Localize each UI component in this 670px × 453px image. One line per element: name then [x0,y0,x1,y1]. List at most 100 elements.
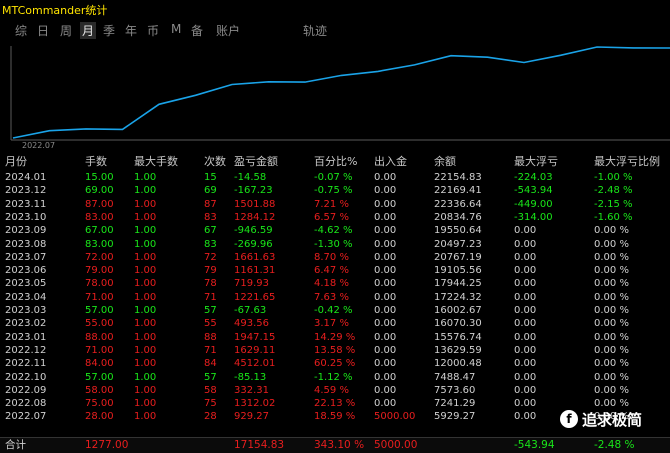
cell-lots: 15.00 [85,172,114,183]
cell-deposit: 0.00 [374,172,397,183]
tab-M[interactable]: M [171,22,182,36]
cell-balance: 5929.27 [434,411,476,423]
cell-count: 83 [204,238,217,250]
cell-deposit: 0.00 [374,291,397,303]
cell-balance: 7241.29 [434,398,476,410]
tab-周[interactable]: 周 [60,24,73,38]
total-pct: 343.10 % [314,439,365,451]
tab-年[interactable]: 年 [125,24,138,38]
cell-pct: 22.13 % [314,398,356,410]
table-row: 2023.03 57.00 1.00 57 -67.63 -0.42 % 0.00 16002… [0,304,670,317]
cell-max-dd: 0.00 [514,398,537,410]
total-deposit: 5000.00 [374,439,418,451]
cell-deposit: 0.00 [374,251,397,263]
cell-balance: 19105.56 [434,265,482,277]
cell-count: 84 [204,358,217,370]
cell-max-lots: 1.00 [134,371,157,383]
cell-max-lots: 1.00 [134,238,157,250]
header-deposit: 出入金 [374,155,407,168]
cell-max-lots: 1.00 [134,198,157,210]
cell-deposit: 0.00 [374,185,397,197]
balance-chart-svg: 2022.07 [10,46,670,150]
cell-pnl: -167.23 [234,185,273,197]
cell-deposit: 0.00 [374,198,397,210]
cell-pnl: -85.13 [234,371,267,383]
cell-deposit: 0.00 [374,398,397,410]
cell-balance: 7573.60 [434,384,476,396]
table-row: 2023.01 88.00 1.00 88 1947.15 14.29 % 0.00 1557… [0,331,670,344]
cell-max-dd: 0.00 [514,278,537,290]
cell-balance: 20834.76 [434,211,482,223]
cell-max-lots: 1.00 [134,331,157,343]
cell-balance: 15576.74 [434,331,482,343]
cell-pct: 6.57 % [314,211,349,223]
cell-month: 2023.01 [5,331,47,343]
cell-lots: 83.00 [85,238,114,250]
table-row: 2022.11 84.00 1.00 84 4512.01 60.25 % 0.00 1200… [0,357,670,370]
cell-deposit: 5000.00 [374,411,416,423]
tab-备[interactable]: 备 [191,24,204,38]
table-row: 2024.01 15.00 1.00 15 -14.58 -0.07 % 0.00 22154… [0,171,670,184]
cell-max-dd-pct: 0.00 % [594,265,629,277]
cell-pnl: 1501.88 [234,198,276,210]
cell-max-dd-pct: 0.00 % [594,251,629,263]
cell-count: 15 [204,172,217,183]
total-pnl: 17154.83 [234,439,285,451]
cell-max-lots: 1.00 [134,265,157,277]
cell-lots: 71.00 [85,344,114,356]
cell-max-dd: -543.94 [514,185,553,197]
cell-pnl: 1312.02 [234,398,276,410]
cell-pnl: 719.93 [234,278,269,290]
cell-max-lots: 1.00 [134,398,157,410]
tab-季[interactable]: 季 [103,24,116,38]
cell-deposit: 0.00 [374,278,397,290]
tab-账户[interactable]: 账户 [216,24,241,38]
cell-lots: 83.00 [85,211,114,223]
tab-月[interactable]: 月 [80,22,97,39]
cell-pnl: -14.58 [234,172,267,183]
cell-balance: 16002.67 [434,305,482,316]
cell-max-dd-pct: 0.00 % [594,331,629,343]
cell-pnl: -269.96 [234,238,273,250]
table-row: 2022.08 75.00 1.00 75 1312.02 22.13 % 0.00 7241… [0,397,670,410]
cell-max-dd: 0.00 [514,411,537,423]
cell-max-dd-pct: 0.00 % [594,291,629,303]
tab-轨迹[interactable]: 轨迹 [303,24,328,38]
cell-max-dd: 0.00 [514,251,537,263]
total-max-dd-pct: -2.48 % [594,439,635,451]
cell-balance: 16070.30 [434,318,482,330]
cell-balance: 22169.41 [434,185,482,197]
header-pct: 百分比% [314,155,358,168]
table-row: 2023.07 72.00 1.00 72 1661.63 8.70 % 0.00 20767… [0,251,670,264]
cell-pct: -0.07 % [314,172,353,183]
cell-pct: 60.25 % [314,358,356,370]
cell-lots: 55.00 [85,318,114,330]
cell-lots: 57.00 [85,371,114,383]
tab-综[interactable]: 综 [15,24,28,38]
tab-币[interactable]: 币 [147,24,160,38]
cell-max-dd: 0.00 [514,291,537,303]
cell-pct: -0.42 % [314,305,353,316]
cell-max-dd-pct: 0.00 % [594,278,629,290]
cell-deposit: 0.00 [374,318,397,330]
cell-lots: 87.00 [85,198,114,210]
cell-month: 2023.08 [5,238,47,250]
total-lots: 1277.00 [85,439,129,451]
cell-pct: 7.63 % [314,291,349,303]
cell-lots: 78.00 [85,278,114,290]
total-label: 合计 [5,439,26,451]
cell-count: 87 [204,198,217,210]
cell-count: 88 [204,331,217,343]
cell-max-dd-pct: -1.00 % [594,172,633,183]
cell-count: 28 [204,411,217,423]
cell-deposit: 0.00 [374,384,397,396]
cell-lots: 69.00 [85,185,114,197]
header-max-dd-pct: 最大浮亏比例 [594,155,660,168]
tab-日[interactable]: 日 [37,24,50,38]
header-count: 次数 [204,155,226,168]
cell-month: 2023.06 [5,265,47,277]
cell-max-dd-pct: 0.00 % [594,398,629,410]
cell-max-lots: 1.00 [134,278,157,290]
cell-pnl: 332.31 [234,384,269,396]
cell-deposit: 0.00 [374,358,397,370]
